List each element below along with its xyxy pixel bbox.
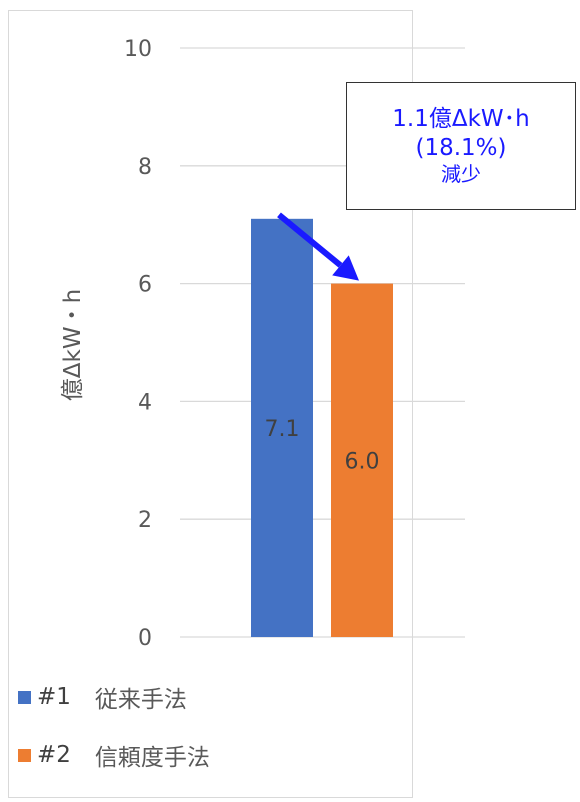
legend-label-1: 従来手法 bbox=[94, 687, 187, 713]
callout-percent: (18.1%) bbox=[415, 134, 507, 161]
reduction-callout: 1.1億ΔkW･h (18.1%) 減少 bbox=[346, 82, 576, 210]
reduction-arrow-head bbox=[332, 255, 359, 281]
legend-code-2: #2 bbox=[37, 742, 71, 768]
y-axis-label: 億ΔkW・h bbox=[60, 289, 86, 401]
y-tick-label: 6 bbox=[138, 273, 152, 298]
y-tick-label: 10 bbox=[124, 37, 152, 62]
legend-swatch-1 bbox=[18, 690, 31, 704]
legend-label-2: 信頼度手法 bbox=[94, 745, 210, 771]
bar-series-2 bbox=[331, 283, 393, 637]
y-tick-label: 2 bbox=[138, 508, 152, 533]
callout-amount: 1.1億ΔkW･h bbox=[392, 105, 530, 132]
bar-series-1 bbox=[251, 218, 313, 637]
reduction-arrow bbox=[277, 212, 343, 268]
legend-code-1: #1 bbox=[37, 684, 71, 710]
legend-item-1: #1 従来手法 bbox=[18, 680, 187, 714]
legend-swatch-2 bbox=[18, 748, 31, 762]
callout-note: 減少 bbox=[441, 162, 481, 187]
data-label-series-1: 7.1 bbox=[265, 417, 300, 442]
data-label-series-2: 6.0 bbox=[345, 449, 380, 474]
y-tick-label: 4 bbox=[138, 390, 152, 415]
y-tick-label: 8 bbox=[138, 155, 152, 180]
y-tick-label: 0 bbox=[138, 626, 152, 651]
legend-item-2: #2 信頼度手法 bbox=[18, 738, 210, 772]
